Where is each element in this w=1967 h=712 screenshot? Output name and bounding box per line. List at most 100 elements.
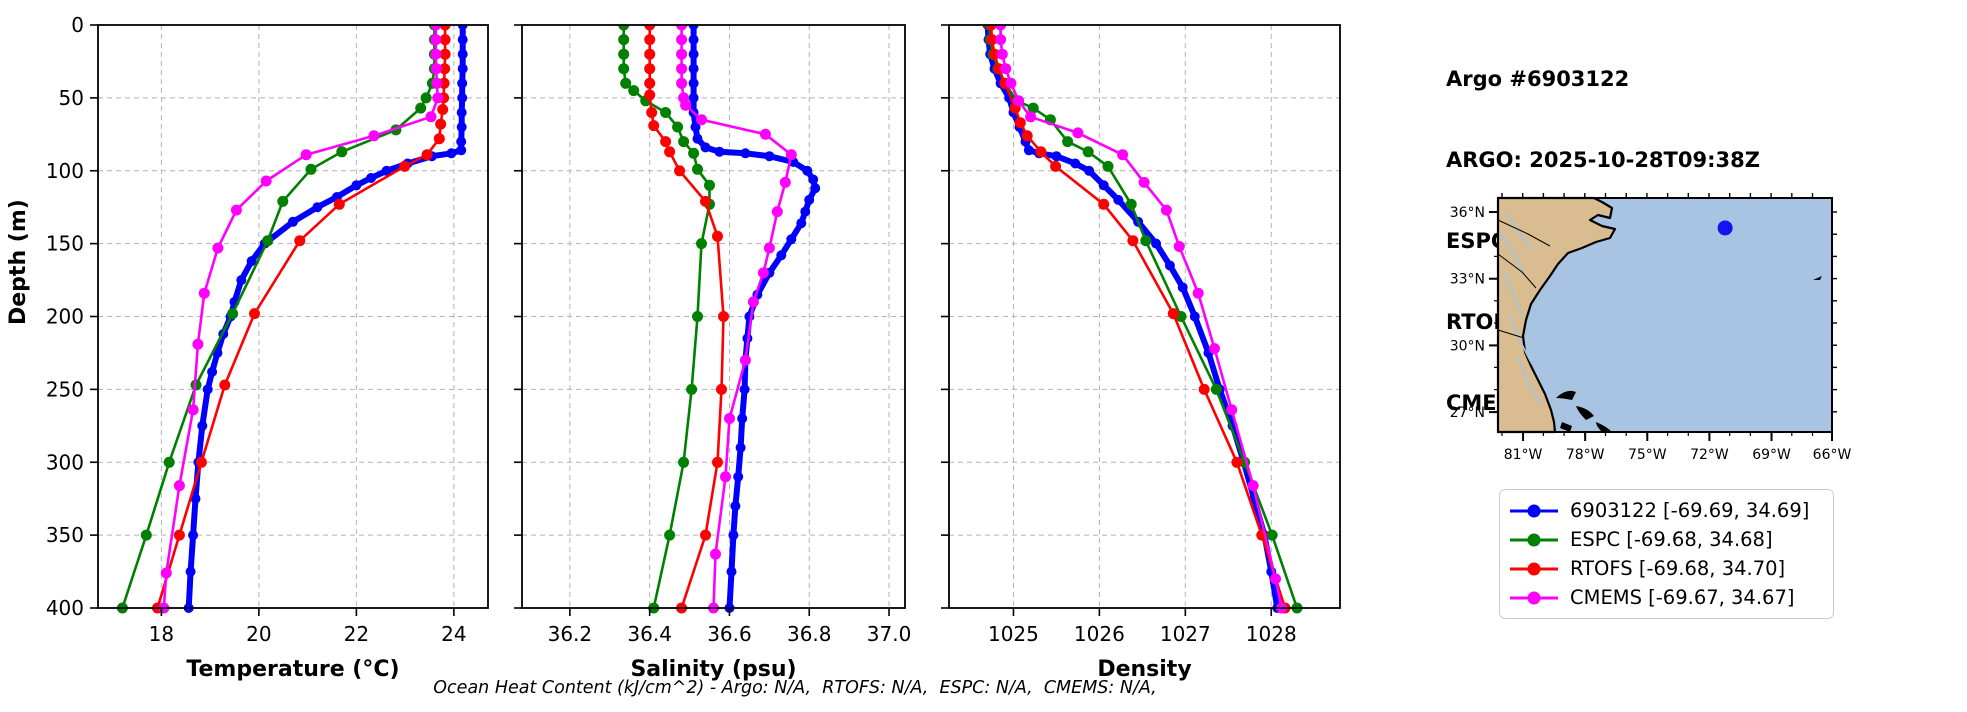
data-point-espc	[672, 121, 684, 133]
data-point-espc	[1210, 383, 1222, 395]
data-point-6903122	[1051, 151, 1062, 162]
data-point-cmems	[779, 176, 791, 188]
data-point-6903122	[688, 63, 699, 74]
data-point-6903122	[726, 566, 737, 577]
data-point-rtofs	[439, 25, 451, 31]
x-tick-label: 36.2	[548, 622, 593, 646]
x-axis-title: Salinity (psu)	[630, 657, 796, 682]
data-point-espc	[262, 235, 274, 247]
y-tick-label: 300	[46, 450, 84, 474]
legend-item-2: RTOFS [-69.68, 34.70]	[1508, 554, 1823, 583]
map-state-border	[1497, 253, 1537, 289]
data-point-espc	[1102, 160, 1114, 172]
data-point-cmems	[1270, 573, 1281, 585]
data-point-cmems	[995, 25, 1007, 31]
data-point-6903122	[446, 148, 457, 159]
data-point-6903122	[802, 165, 813, 176]
temperature-plot: 18 20 22 24 0 50 100 150 200 250 300 350 400 Temperat…	[40, 11, 518, 693]
data-point-rtofs	[1014, 117, 1026, 129]
data-point-rtofs	[646, 107, 658, 118]
data-point-6903122	[800, 206, 811, 217]
data-point-espc	[678, 136, 690, 148]
data-point-cmems	[1173, 241, 1185, 252]
data-point-6903122	[236, 275, 247, 286]
data-point-rtofs	[1050, 160, 1062, 172]
data-point-cmems	[696, 114, 707, 126]
data-point-6903122	[456, 122, 467, 132]
data-point-rtofs	[173, 529, 185, 541]
data-point-rtofs	[664, 146, 676, 158]
data-point-6903122	[714, 146, 725, 157]
data-point-cmems	[1013, 95, 1025, 107]
data-point-cmems	[1025, 111, 1037, 123]
x-tick-label: 1027	[1160, 622, 1211, 646]
data-point-rtofs	[1127, 235, 1139, 247]
legend: 6903122 [-69.69, 34.69] ESPC [-69.68, 34.…	[1499, 489, 1834, 619]
map-river	[1509, 315, 1533, 365]
data-point-rtofs	[333, 198, 345, 210]
data-point-6903122	[381, 165, 392, 176]
data-point-rtofs	[700, 529, 711, 541]
argo-timestamp: ARGO: 2025-10-28T09:38Z	[1446, 148, 1760, 172]
location-map: 36°N 33°N 30°N 27°N 81°W 78°W 75°W 72°W 69°W 66°W	[1450, 190, 1890, 470]
data-point-6903122	[185, 566, 196, 577]
data-point-cmems	[785, 149, 797, 161]
data-point-6903122	[764, 151, 775, 162]
map-island	[1560, 422, 1572, 432]
data-point-rtofs	[712, 456, 723, 468]
data-point-cmems	[160, 567, 172, 579]
map-river	[1503, 271, 1523, 317]
map-lon-label: 75°W	[1628, 447, 1667, 463]
data-point-espc	[1125, 198, 1137, 210]
map-lat-label: 33°N	[1450, 272, 1485, 288]
data-point-cmems	[1226, 404, 1238, 416]
salinity-plot: 36.2 36.4 36.6 36.8 37.0 Salinity (psu)	[464, 11, 935, 693]
data-point-6903122	[312, 202, 323, 213]
data-point-espc	[277, 195, 289, 207]
data-point-cmems	[431, 77, 443, 89]
data-point-cmems	[747, 296, 759, 308]
data-point-cmems	[1005, 77, 1017, 89]
map-lon-label: 81°W	[1504, 447, 1543, 463]
x-tick-label: 20	[246, 622, 271, 646]
data-point-6903122	[351, 180, 362, 191]
data-point-rtofs	[1021, 130, 1033, 142]
data-point-6903122	[810, 183, 821, 194]
data-point-6903122	[690, 122, 701, 132]
data-point-6903122	[688, 92, 699, 103]
data-point-6903122	[692, 133, 703, 144]
data-point-rtofs	[986, 34, 998, 46]
data-point-rtofs	[421, 149, 433, 161]
data-point-cmems	[430, 48, 442, 60]
data-point-6903122	[740, 148, 751, 159]
data-point-6903122	[728, 530, 739, 541]
plot-canvas: 36.2 36.4 36.6 36.8 37.0 Salinity (psu)	[514, 24, 911, 682]
data-point-6903122	[804, 194, 815, 205]
legend-item-0: 6903122 [-69.69, 34.69]	[1508, 496, 1823, 525]
data-point-cmems	[192, 338, 204, 350]
y-tick-label: 400	[46, 596, 84, 620]
data-point-espc	[1027, 102, 1039, 114]
data-point-cmems	[430, 34, 442, 46]
data-point-6903122	[207, 366, 218, 377]
data-point-rtofs	[985, 25, 997, 31]
data-point-espc	[678, 456, 690, 468]
data-point-espc	[163, 456, 175, 468]
map-island	[1596, 422, 1612, 432]
data-point-6903122	[456, 145, 467, 156]
data-point-6903122	[1098, 180, 1109, 191]
data-point-espc	[696, 238, 707, 250]
data-point-6903122	[776, 250, 787, 261]
data-point-6903122	[288, 216, 298, 227]
data-point-6903122	[688, 78, 699, 89]
data-point-cmems	[425, 111, 437, 123]
map-lat-label: 36°N	[1450, 205, 1485, 221]
map-lat-label: 30°N	[1450, 338, 1485, 354]
x-axis-title: Temperature (°C)	[186, 657, 399, 682]
data-point-cmems	[676, 77, 688, 89]
x-tick-label: 36.4	[627, 622, 672, 646]
y-tick-label: 350	[46, 523, 84, 547]
data-point-espc	[305, 163, 317, 175]
data-point-6903122	[739, 384, 750, 395]
legend-item-3: CMEMS [-69.67, 34.67]	[1508, 583, 1823, 612]
